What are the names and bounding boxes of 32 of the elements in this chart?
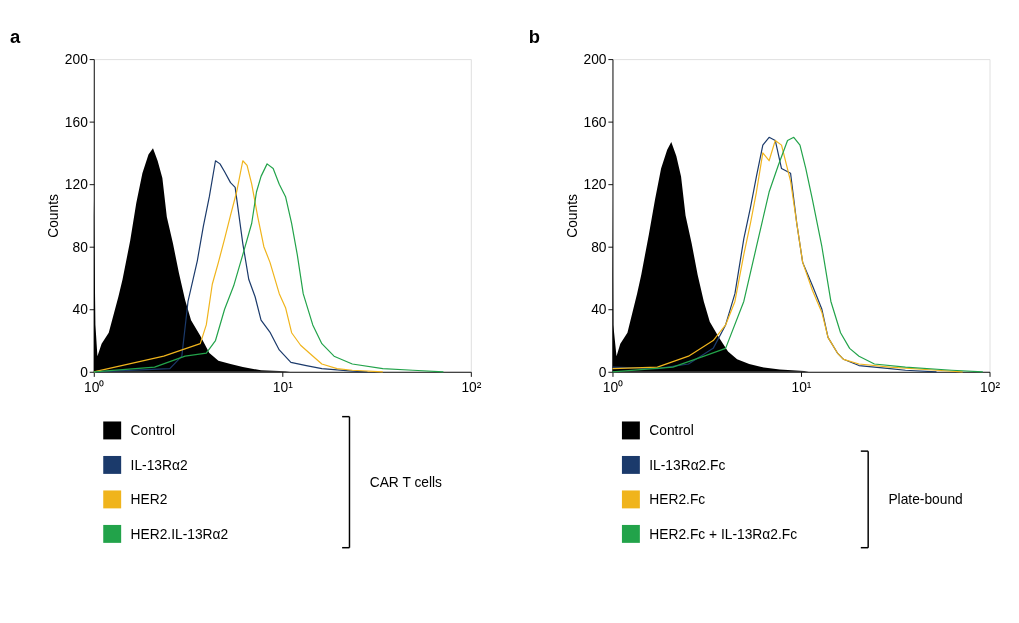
y-tick-label: 160: [583, 114, 607, 130]
text: Plate-bound: [888, 492, 963, 508]
x-tick-label: 10⁰: [602, 379, 624, 395]
legend-label: Control: [649, 423, 694, 439]
y-axis-title: Counts: [46, 193, 62, 238]
y-tick-label: 200: [64, 52, 89, 68]
x-tick-label: 10²: [461, 379, 482, 395]
legend-label: HER2.IL-13Rα2: [130, 526, 229, 542]
y-tick-label: 120: [64, 177, 89, 193]
x-tick-label: 10⁰: [84, 379, 105, 395]
y-tick-label: 40: [591, 302, 607, 318]
x-tick-label: 10¹: [791, 379, 812, 395]
chart-title: a: [10, 26, 22, 48]
text: CAR T cells: [369, 474, 443, 490]
y-tick-label: 40: [72, 302, 89, 318]
y-tick-label: 80: [591, 239, 607, 255]
x-tick-label: 10¹: [272, 379, 294, 395]
legend-label: HER2.Fc: [649, 492, 706, 508]
y-tick-label: 80: [72, 239, 89, 255]
y-axis-title: Counts: [565, 193, 581, 238]
legend-label: Control: [130, 423, 176, 439]
y-tick-label: 200: [583, 52, 607, 68]
y-tick-label: 0: [598, 364, 607, 380]
y-tick-label: 120: [583, 177, 607, 193]
chart-title: b: [528, 26, 541, 48]
legend-label: IL-13Rα2: [130, 457, 188, 473]
x-tick-label: 10²: [980, 379, 1001, 395]
legend-label: IL-13Rα2.Fc: [649, 457, 726, 473]
legend-label: HER2: [130, 492, 168, 508]
y-tick-label: 160: [64, 114, 89, 130]
legend-label: HER2.Fc + IL-13Rα2.Fc: [649, 526, 798, 542]
y-tick-label: 0: [80, 364, 89, 380]
